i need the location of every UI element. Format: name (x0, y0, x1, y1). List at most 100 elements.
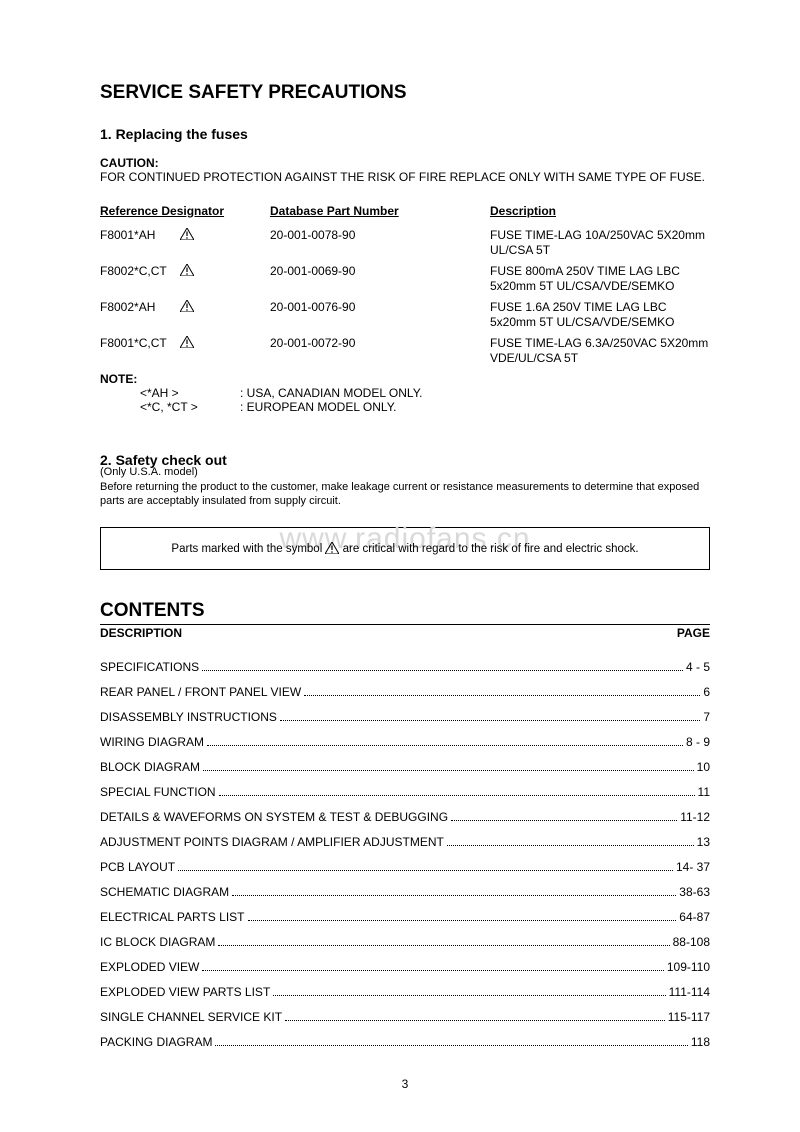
fuse-desc: FUSE 800mA 250V TIME LAG LBC 5x20mm 5T U… (490, 264, 710, 294)
note-key: <*C, *CT > (140, 400, 240, 414)
toc-dots (451, 820, 677, 821)
warning-triangle-icon (180, 300, 194, 312)
toc-page: 11-12 (680, 810, 710, 824)
note-row: <*AH >: USA, CANADIAN MODEL ONLY. (100, 386, 710, 400)
toc-label: REAR PANEL / FRONT PANEL VIEW (100, 685, 301, 699)
toc-label: BLOCK DIAGRAM (100, 760, 200, 774)
table-of-contents: SPECIFICATIONS 4 - 5 REAR PANEL / FRONT PA… (100, 660, 710, 1049)
note-row: <*C, *CT >: EUROPEAN MODEL ONLY. (100, 400, 710, 414)
toc-label: SINGLE CHANNEL SERVICE KIT (100, 1010, 282, 1024)
toc-dots (218, 945, 669, 946)
warning-box-post: are critical with regard to the risk of … (339, 543, 638, 555)
toc-page: 115-117 (668, 1010, 710, 1024)
toc-dots (207, 745, 683, 746)
toc-row: SPECIAL FUNCTION 11 (100, 785, 710, 799)
header-ref: Reference Designator (100, 204, 270, 218)
toc-label: WIRING DIAGRAM (100, 735, 204, 749)
toc-dots (280, 720, 700, 721)
fuse-part: 20-001-0076-90 (270, 300, 490, 330)
fuse-part: 20-001-0078-90 (270, 228, 490, 258)
toc-dots (202, 970, 663, 971)
fuse-row: F8002*AH 20-001-0076-90FUSE 1.6A 250V TIM… (100, 300, 710, 330)
toc-page: 118 (691, 1035, 710, 1049)
toc-row: BLOCK DIAGRAM 10 (100, 760, 710, 774)
toc-page: 64-87 (679, 910, 710, 924)
contents-header: DESCRIPTION PAGE (100, 626, 710, 640)
toc-dots (219, 795, 695, 796)
toc-label: ELECTRICAL PARTS LIST (100, 910, 245, 924)
warning-triangle-icon (180, 228, 194, 240)
section-1-heading: 1. Replacing the fuses (100, 126, 710, 142)
toc-page: 109-110 (667, 960, 710, 974)
header-desc: Description (490, 204, 710, 218)
toc-dots (447, 845, 694, 846)
toc-row: IC BLOCK DIAGRAM 88-108 (100, 935, 710, 949)
note-val: : EUROPEAN MODEL ONLY. (240, 400, 710, 414)
warning-triangle-icon (180, 336, 194, 348)
note-key: <*AH > (140, 386, 240, 400)
toc-row: PACKING DIAGRAM 118 (100, 1035, 710, 1049)
toc-dots (285, 1020, 665, 1021)
fuse-row: F8002*C,CT20-001-0069-90FUSE 800mA 250V … (100, 264, 710, 294)
toc-row: ELECTRICAL PARTS LIST 64-87 (100, 910, 710, 924)
contents-header-page: PAGE (677, 626, 710, 640)
document-page: SERVICE SAFETY PRECAUTIONS 1. Replacing … (0, 0, 800, 1131)
fuse-row: F8001*C,CT20-001-0072-90FUSE TIME-LAG 6.… (100, 336, 710, 366)
section-2: 2. Safety check out (Only U.S.A. model) … (100, 452, 710, 571)
toc-row: DETAILS & WAVEFORMS ON SYSTEM & TEST & D… (100, 810, 710, 824)
warning-box-text: Parts marked with the symbol are critica… (111, 542, 699, 555)
toc-dots (248, 920, 677, 921)
toc-row: ADJUSTMENT POINTS DIAGRAM / AMPLIFIER AD… (100, 835, 710, 849)
caution-label: CAUTION: (100, 156, 710, 170)
fuse-desc: FUSE TIME-LAG 6.3A/250VAC 5X20mm VDE/UL/… (490, 336, 710, 366)
fuse-ref: F8002*AH (100, 300, 180, 315)
section-2-text: Before returning the product to the cust… (100, 480, 710, 510)
toc-dots (232, 895, 676, 896)
toc-row: SCHEMATIC DIAGRAM 38-63 (100, 885, 710, 899)
toc-page: 7 (703, 710, 710, 724)
fuse-row: F8001*AH20-001-0078-90FUSE TIME-LAG 10A/… (100, 228, 710, 258)
toc-page: 14- 37 (676, 860, 710, 874)
warning-box: www.radiofans.cn Parts marked with the s… (100, 527, 710, 570)
page-title: SERVICE SAFETY PRECAUTIONS (100, 82, 710, 104)
toc-label: IC BLOCK DIAGRAM (100, 935, 215, 949)
toc-page: 111-114 (669, 985, 710, 999)
toc-label: EXPLODED VIEW PARTS LIST (100, 985, 270, 999)
toc-page: 88-108 (673, 935, 710, 949)
fuse-ref: F8002*C,CT (100, 264, 180, 279)
toc-label: SCHEMATIC DIAGRAM (100, 885, 229, 899)
page-number: 3 (100, 1077, 710, 1091)
fuse-part: 20-001-0072-90 (270, 336, 490, 366)
toc-dots (304, 695, 700, 696)
toc-page: 10 (697, 760, 710, 774)
warning-triangle-icon (325, 542, 339, 554)
toc-row: REAR PANEL / FRONT PANEL VIEW 6 (100, 685, 710, 699)
toc-page: 4 - 5 (686, 660, 710, 674)
toc-page: 8 - 9 (686, 735, 710, 749)
fuse-desc: FUSE TIME-LAG 10A/250VAC 5X20mm UL/CSA 5… (490, 228, 710, 258)
toc-row: EXPLODED VIEW 109-110 (100, 960, 710, 974)
warning-triangle-icon (180, 264, 194, 276)
toc-row: SPECIFICATIONS 4 - 5 (100, 660, 710, 674)
section-2-sub: (Only U.S.A. model) (100, 466, 710, 478)
toc-row: PCB LAYOUT14- 37 (100, 860, 710, 874)
toc-page: 38-63 (679, 885, 710, 899)
toc-row: WIRING DIAGRAM 8 - 9 (100, 735, 710, 749)
toc-label: DISASSEMBLY INSTRUCTIONS (100, 710, 277, 724)
toc-label: PACKING DIAGRAM (100, 1035, 212, 1049)
toc-label: SPECIFICATIONS (100, 660, 199, 674)
fuse-desc: FUSE 1.6A 250V TIME LAG LBC 5x20mm 5T UL… (490, 300, 710, 330)
toc-label: SPECIAL FUNCTION (100, 785, 216, 799)
toc-label: ADJUSTMENT POINTS DIAGRAM / AMPLIFIER AD… (100, 835, 444, 849)
toc-dots (203, 770, 694, 771)
warning-box-pre: Parts marked with the symbol (171, 543, 325, 555)
header-part: Database Part Number (270, 204, 490, 218)
note-val: : USA, CANADIAN MODEL ONLY. (240, 386, 710, 400)
toc-page: 13 (697, 835, 710, 849)
toc-label: EXPLODED VIEW (100, 960, 199, 974)
toc-row: SINGLE CHANNEL SERVICE KIT 115-117 (100, 1010, 710, 1024)
toc-dots (202, 670, 683, 671)
contents-header-desc: DESCRIPTION (100, 626, 182, 640)
toc-page: 11 (698, 785, 710, 799)
toc-label: DETAILS & WAVEFORMS ON SYSTEM & TEST & D… (100, 810, 448, 824)
